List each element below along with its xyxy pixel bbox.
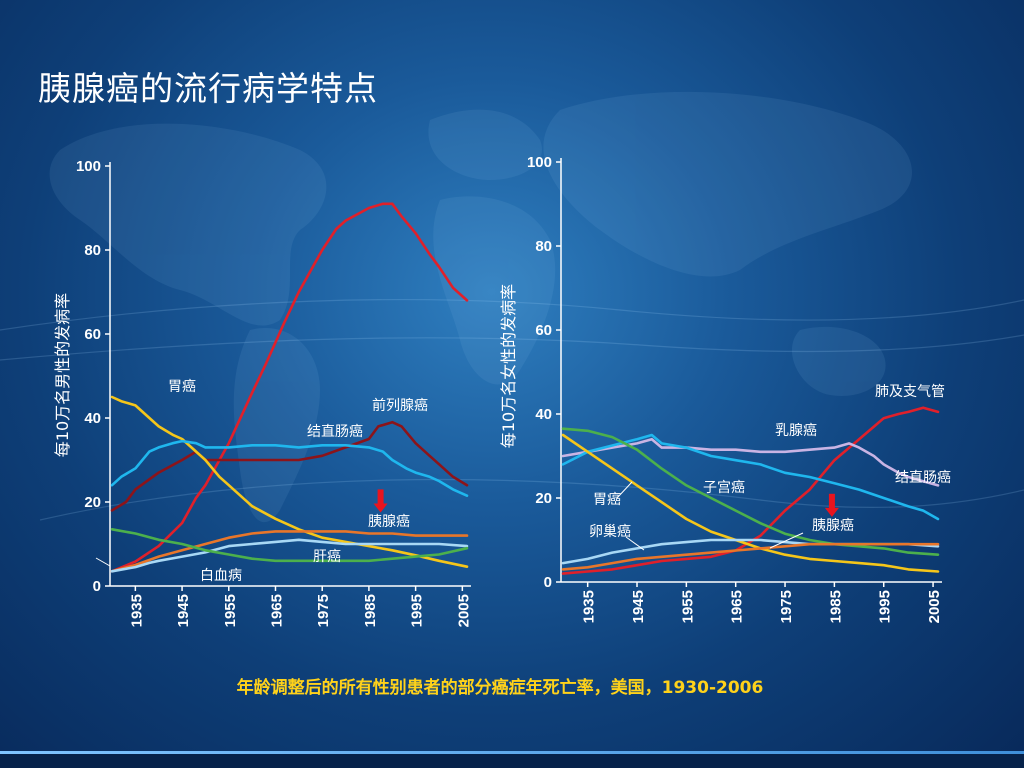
y-tick-label: 40 xyxy=(535,406,552,423)
y-tick-label: 40 xyxy=(84,410,101,427)
label-leader-line xyxy=(625,536,645,551)
series-label-stomach: 胃癌 xyxy=(168,379,196,395)
footer-band xyxy=(0,754,1024,768)
arrow-shaft xyxy=(377,489,384,505)
x-tick-label: 1995 xyxy=(409,594,426,627)
series-line-stomach xyxy=(561,433,940,573)
x-tick-label: 1985 xyxy=(362,594,379,627)
pancreas-highlight-arrow xyxy=(373,489,388,513)
slide-title: 胰腺癌的流行病学特点 xyxy=(38,69,378,108)
series-line-lung-bronchus xyxy=(561,406,940,575)
y-tick-label: 100 xyxy=(527,154,552,171)
series-label-uterus: 子宫癌 xyxy=(703,480,745,496)
series-line-uterus xyxy=(561,427,940,557)
x-tick-label: 1965 xyxy=(268,594,285,627)
male-mortality-chart: 0 20 40 60 80 100 1935 1945 1955 1965 1975 1985 1995… xyxy=(53,158,472,627)
x-tick-label: 1965 xyxy=(729,590,746,623)
series-label-colorectal: 结直肠癌 xyxy=(895,469,951,486)
series-line-lung-bronchus xyxy=(110,202,469,573)
series-line-leukemia xyxy=(110,527,469,563)
pancreas-highlight-arrow xyxy=(824,493,839,517)
label-leader-line xyxy=(616,481,633,499)
series-label-breast: 乳腺癌 xyxy=(775,423,817,439)
series-line-colorectal xyxy=(110,439,469,498)
series-line-stomach xyxy=(110,395,469,569)
y-axis-title: 每10万名男性的发病率 xyxy=(53,293,72,457)
x-tick-label: 1995 xyxy=(877,590,894,623)
x-tick-label: 2005 xyxy=(926,590,943,623)
arrow-head xyxy=(373,503,388,513)
y-tick-label: 60 xyxy=(535,322,552,339)
x-tick-label: 1945 xyxy=(175,594,192,627)
series-label-colorectal: 结直肠癌 xyxy=(307,423,363,440)
y-axis-title: 每10万名女性的发病率 xyxy=(499,284,518,448)
y-tick-label: 0 xyxy=(544,574,552,591)
y-tick-label: 20 xyxy=(84,494,101,511)
x-tick-label: 1935 xyxy=(581,590,598,623)
x-tick-label: 1975 xyxy=(315,594,332,627)
series-label-pancreas: 胰腺癌 xyxy=(812,518,854,534)
label-leader-line xyxy=(769,532,804,549)
y-tick-label: 100 xyxy=(76,158,101,175)
y-tick-label: 80 xyxy=(84,242,101,259)
x-tick-label: 1945 xyxy=(630,590,647,623)
y-tick-label: 20 xyxy=(535,490,552,507)
footer-accent-line xyxy=(0,751,1024,754)
series-line-prostate xyxy=(110,420,469,512)
x-tick-label: 1955 xyxy=(222,594,239,627)
x-tick-label: 1955 xyxy=(679,590,696,623)
series-line-pancreas xyxy=(110,530,469,573)
series-label-stomach: 胃癌 xyxy=(593,492,621,508)
series-label-ovary: 卵巢癌 xyxy=(589,524,631,540)
series-label-leukemia: 白血病 xyxy=(200,568,242,584)
y-tick-label: 80 xyxy=(535,238,552,255)
series-line-colorectal xyxy=(561,433,940,521)
series-label-pancreas: 胰腺癌 xyxy=(368,514,410,530)
y-tick-label: 60 xyxy=(84,326,101,343)
arrow-head xyxy=(824,507,839,517)
series-label-liver: 肝癌 xyxy=(313,549,341,565)
x-tick-label: 1935 xyxy=(128,594,145,627)
x-tick-label: 1985 xyxy=(827,590,844,623)
y-tick-label: 0 xyxy=(93,578,101,595)
series-line-liver xyxy=(110,538,469,573)
label-leader-line xyxy=(95,557,111,567)
series-line-breast xyxy=(561,437,940,487)
series-label-prostate: 前列腺癌 xyxy=(372,397,428,414)
x-tick-label: 2005 xyxy=(455,594,472,627)
arrow-shaft xyxy=(828,493,835,509)
female-mortality-chart: 0 20 40 60 80 100 1935 1945 1955 1965 1975 1985 1995… xyxy=(499,154,951,623)
figure-caption: 年龄调整后的所有性别患者的部分癌症年死亡率，美国，1930-2006 xyxy=(236,678,764,698)
series-line-pancreas xyxy=(561,542,940,571)
x-tick-label: 1975 xyxy=(778,590,795,623)
series-label-lung-bronchus: 肺及支气管 xyxy=(875,384,945,400)
